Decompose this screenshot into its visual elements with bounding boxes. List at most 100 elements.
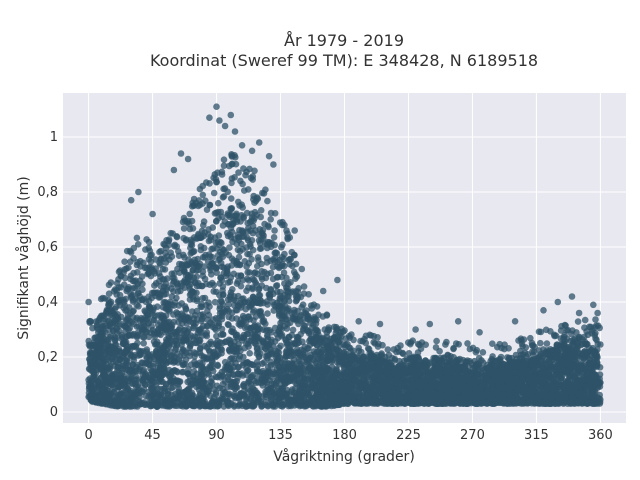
data-point	[299, 301, 307, 309]
data-point	[175, 252, 183, 259]
data-point	[244, 269, 251, 276]
data-point	[99, 391, 107, 398]
data-point	[186, 225, 194, 233]
data-point	[170, 278, 178, 285]
data-point	[437, 354, 444, 362]
data-point	[235, 253, 243, 261]
data-point	[202, 197, 209, 204]
scatter-points	[85, 103, 604, 410]
data-point	[130, 269, 137, 277]
data-point	[105, 302, 113, 310]
data-point	[131, 402, 139, 410]
data-point	[277, 342, 285, 350]
data-point	[243, 340, 250, 347]
data-point	[225, 336, 233, 344]
data-point	[243, 263, 250, 270]
data-point	[206, 403, 214, 410]
data-point	[246, 251, 253, 258]
data-point	[152, 280, 160, 287]
data-point	[219, 372, 227, 380]
data-point	[208, 364, 216, 371]
data-point	[116, 291, 124, 299]
data-point	[214, 362, 222, 370]
data-point	[295, 284, 302, 292]
data-point	[224, 398, 231, 405]
data-point	[271, 301, 278, 309]
data-point	[254, 195, 262, 202]
data-point	[264, 222, 272, 229]
data-point	[286, 261, 294, 268]
data-point	[142, 371, 149, 379]
data-point	[267, 269, 275, 277]
data-point	[237, 177, 244, 185]
data-point	[228, 175, 236, 182]
data-point	[157, 256, 164, 263]
data-point	[230, 403, 238, 410]
data-point	[227, 195, 235, 202]
data-point	[579, 336, 586, 343]
data-point	[274, 348, 281, 356]
data-point	[100, 398, 107, 406]
data-point	[251, 208, 259, 216]
data-point	[495, 356, 502, 364]
data-point	[210, 189, 218, 197]
data-point	[148, 384, 155, 392]
data-point	[260, 359, 268, 366]
data-point	[255, 398, 262, 405]
data-point	[573, 339, 581, 347]
data-point	[246, 350, 253, 357]
data-point	[592, 399, 600, 407]
data-point	[117, 390, 125, 397]
data-point	[219, 222, 227, 229]
data-point	[236, 202, 243, 209]
data-point	[596, 383, 604, 390]
data-point	[271, 227, 278, 234]
chart-title-line-2: Koordinat (Sweref 99 TM): E 348428, N 61…	[150, 51, 538, 70]
data-point	[269, 275, 277, 283]
data-point	[206, 201, 214, 209]
data-point	[277, 402, 285, 410]
data-point	[258, 260, 265, 268]
data-point	[315, 348, 322, 356]
data-point	[154, 385, 162, 393]
data-point	[126, 368, 133, 376]
data-point	[140, 340, 147, 347]
data-point	[272, 249, 280, 256]
data-point	[147, 252, 154, 259]
data-point	[219, 194, 227, 201]
data-point	[216, 280, 223, 287]
data-point	[208, 245, 215, 253]
data-point	[293, 273, 301, 280]
data-point	[162, 259, 170, 266]
data-point	[245, 313, 252, 320]
data-point	[245, 284, 252, 291]
data-point	[241, 187, 248, 194]
data-point	[207, 319, 214, 327]
data-point	[237, 272, 245, 279]
data-point	[307, 319, 314, 327]
data-point	[150, 317, 157, 324]
data-point	[257, 207, 265, 214]
data-point	[227, 205, 234, 212]
data-point	[203, 206, 211, 213]
data-point	[225, 321, 232, 329]
data-point	[278, 244, 285, 251]
data-point	[159, 265, 167, 273]
data-point	[302, 310, 310, 318]
data-point	[130, 254, 137, 262]
chart-title-line-1: År 1979 - 2019	[284, 31, 404, 50]
data-point	[168, 253, 176, 260]
data-point	[201, 294, 209, 302]
data-point	[270, 234, 278, 241]
data-point	[234, 364, 242, 371]
data-point	[211, 298, 219, 306]
data-point	[267, 216, 275, 223]
data-point	[289, 326, 297, 334]
data-point	[280, 269, 288, 277]
data-point	[218, 298, 225, 306]
data-point	[258, 282, 266, 289]
data-point	[264, 310, 271, 317]
data-point	[262, 353, 270, 360]
data-point	[249, 371, 256, 379]
data-point	[100, 312, 107, 320]
